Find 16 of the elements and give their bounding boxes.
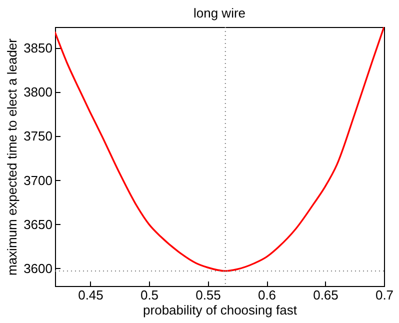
- x-tick-label: 0.55: [196, 288, 221, 302]
- x-axis-title: probability of choosing fast: [143, 302, 298, 318]
- y-tick-label: 3750: [24, 128, 52, 144]
- line-series: [55, 27, 384, 272]
- y-tick-label: 3850: [24, 40, 52, 56]
- x-tick-label: 0.6: [258, 288, 276, 302]
- x-tick-label: 0.45: [78, 288, 104, 302]
- y-tick-label: 3800: [24, 84, 52, 100]
- y-tick-label: 3600: [24, 260, 52, 276]
- chart-title: long wire: [193, 6, 246, 20]
- x-tick-label: 0.5: [140, 288, 159, 302]
- x-tick-label: 0.7: [375, 288, 394, 302]
- y-tick-label: 3650: [24, 216, 52, 232]
- x-tick-label: 0.65: [313, 288, 338, 302]
- y-tick-label: 3700: [24, 172, 52, 188]
- y-axis-title: maximum expected time to elect a leader: [4, 38, 20, 276]
